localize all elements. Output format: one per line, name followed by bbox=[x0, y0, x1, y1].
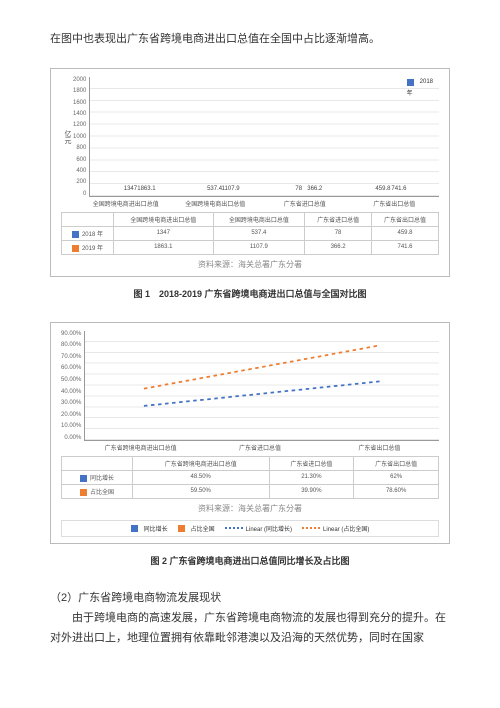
chart1-data-table: 全国跨境电商进出口总值全国跨境电商出口总值广东省进口总值广东省出口总值 2018… bbox=[61, 212, 439, 255]
chart1-bars: 2018 年 13471863.1537.41107.978366.2459.8… bbox=[89, 77, 439, 197]
legend-swatch-growth bbox=[131, 525, 138, 532]
chart1-container: 亿元 2000180016001400120010008006004002000… bbox=[50, 68, 450, 277]
chart1-plot-area: 亿元 2000180016001400120010008006004002000… bbox=[61, 77, 439, 197]
chart1-x-labels: 全国跨境电商进出口总值全国跨境电商出口总值广东省进口总值广东省出口总值 bbox=[61, 199, 439, 208]
legend-label-lin-share: Linear (占比全国) bbox=[323, 524, 369, 533]
legend-text-2018: 2018 bbox=[420, 79, 433, 85]
chart2-trendlines bbox=[85, 331, 439, 461]
legend-swatch-2018 bbox=[407, 79, 414, 86]
chart2-x-labels: 广东省跨境电商进出口总值广东省进口总值广东省出口总值 bbox=[61, 443, 439, 452]
chart2-y-ticks: 90.00%80.00%70.00%60.00%50.00%40.00%30.0… bbox=[61, 331, 84, 441]
section-title: （2）广东省跨境电商物流发展现状 bbox=[50, 589, 450, 605]
chart1-source: 资料来源：海关总署广东分署 bbox=[61, 259, 439, 270]
chart1-caption: 图 1 2018-2019 广东省跨境电商进出口总值与全国对比图 bbox=[50, 287, 450, 300]
intro-text: 在图中也表现出广东省跨境电商进出口总值在全国中占比逐渐增高。 bbox=[50, 30, 450, 50]
chart2-legend: 同比增长 占比全国 Linear (同比增长) Linear (占比全国) bbox=[61, 520, 439, 537]
chart2-data-table: 广东省跨境电商进出口总值广东省进口总值广东省出口总值 同比增长48.50%21.… bbox=[61, 456, 439, 499]
legend-text-year: 年 bbox=[407, 88, 413, 97]
chart2-caption: 图 2 广东省跨境电商进出口总值同比增长及占比图 bbox=[50, 554, 450, 567]
chart1-y-label: 亿元 bbox=[61, 77, 73, 197]
legend-label-lin-growth: Linear (同比增长) bbox=[246, 524, 292, 533]
legend-label-share: 占比全国 bbox=[191, 524, 215, 533]
legend-line-growth bbox=[225, 527, 243, 529]
legend-label-growth: 同比增长 bbox=[144, 524, 168, 533]
chart2-plot-area: 90.00%80.00%70.00%60.00%50.00%40.00%30.0… bbox=[61, 331, 439, 441]
chart1-top-legend: 2018 年 bbox=[407, 79, 433, 99]
legend-swatch-share bbox=[178, 525, 185, 532]
chart1-y-ticks: 2000180016001400120010008006004002000 bbox=[73, 77, 89, 197]
chart2-container: 90.00%80.00%70.00%60.00%50.00%40.00%30.0… bbox=[50, 322, 450, 544]
chart2-source: 资料来源：海关总署广东分署 bbox=[61, 503, 439, 514]
section-body: 由于跨境电商的高速发展，广东省跨境电商物流的发展也得到充分的提升。在对外进出口上… bbox=[50, 609, 450, 649]
chart2-bars bbox=[84, 331, 439, 441]
legend-line-share bbox=[302, 527, 320, 529]
